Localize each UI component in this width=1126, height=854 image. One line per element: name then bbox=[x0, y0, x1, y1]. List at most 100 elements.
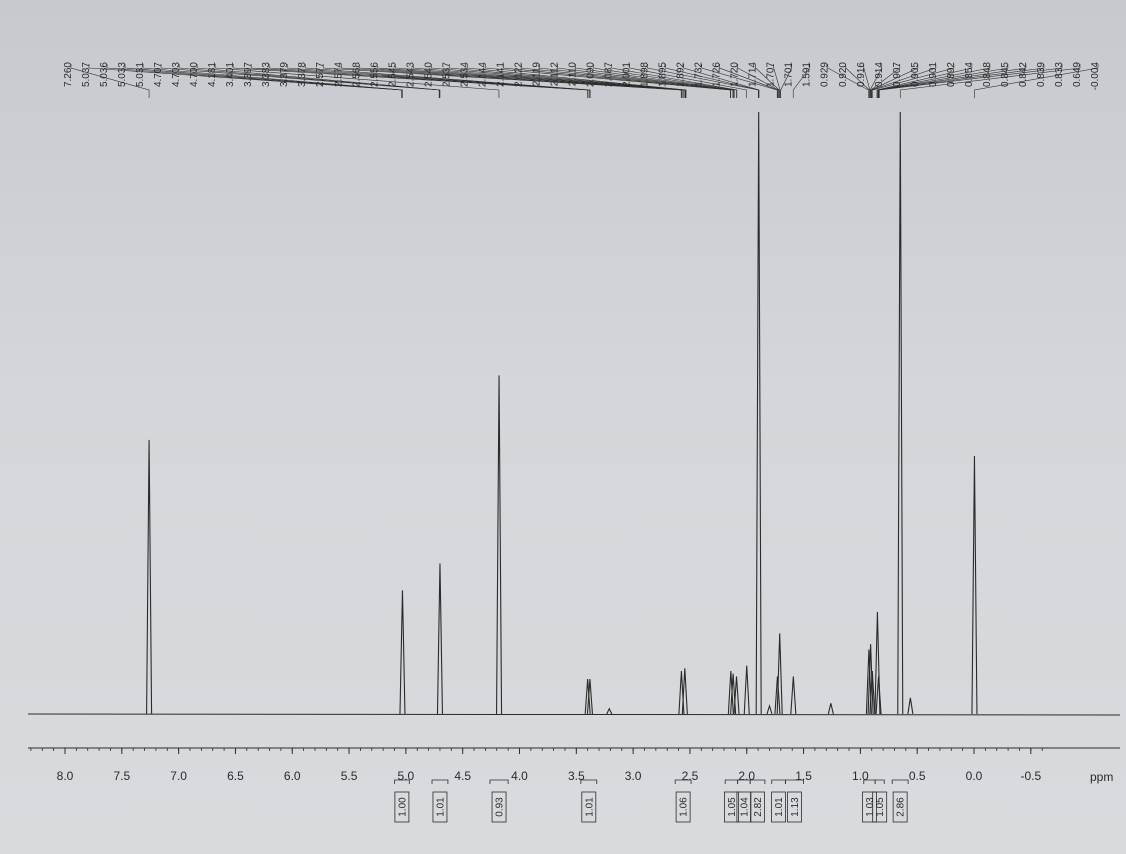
x-tick-label: 3.5 bbox=[568, 769, 585, 783]
peak-label: 2.577 bbox=[315, 62, 326, 87]
peak-connector bbox=[539, 64, 734, 98]
peak-connector bbox=[773, 64, 781, 98]
peak-label: 4.707 bbox=[153, 62, 164, 87]
integral-value: 1.05 bbox=[727, 797, 738, 817]
peak-connector bbox=[376, 64, 684, 98]
peak-connector bbox=[106, 64, 403, 98]
peak-label-group: 7.260 5.037 5.036 5.033 5.031 4.707 4.703 4.700… bbox=[63, 62, 1101, 91]
peak-connector bbox=[878, 64, 1027, 98]
spectrum-peak bbox=[586, 679, 593, 715]
peak-connector bbox=[214, 64, 500, 98]
peak-label: 2.090 bbox=[586, 62, 597, 87]
spectrum-peak bbox=[146, 439, 153, 715]
integral-bracket bbox=[874, 779, 885, 784]
x-tick-label: 6.0 bbox=[284, 769, 301, 783]
peak-connector-group bbox=[70, 64, 1099, 98]
peak-connector bbox=[629, 64, 747, 98]
peak-label: 0.914 bbox=[874, 62, 885, 87]
peak-connector bbox=[647, 64, 759, 98]
x-tick-label: 5.0 bbox=[398, 769, 415, 783]
spectrum-peak bbox=[584, 679, 591, 715]
integral-box bbox=[432, 791, 448, 823]
peak-connector bbox=[232, 64, 588, 98]
peak-label: 0.920 bbox=[838, 62, 849, 87]
peak-label: 0.905 bbox=[910, 62, 921, 87]
x-tick-label: 4.5 bbox=[454, 769, 471, 783]
peak-label: 5.036 bbox=[99, 62, 110, 87]
peak-label: 2.144 bbox=[477, 62, 488, 87]
peak-connector bbox=[178, 64, 440, 98]
peak-label: 0.833 bbox=[1054, 62, 1065, 87]
integral-bracket bbox=[431, 779, 449, 784]
integral-bracket bbox=[749, 779, 766, 784]
integral-bracket bbox=[580, 779, 598, 784]
peak-label: 2.110 bbox=[567, 62, 578, 87]
spectrum-peak bbox=[827, 703, 834, 715]
peak-label: 1.726 bbox=[712, 62, 723, 87]
peak-connector bbox=[869, 64, 883, 98]
peak-label: 0.845 bbox=[1000, 62, 1011, 87]
peak-connector bbox=[737, 64, 779, 98]
peak-label: 3.401 bbox=[225, 62, 236, 87]
peak-connector bbox=[845, 64, 870, 98]
peak-connector bbox=[876, 64, 973, 98]
peak-label: 0.892 bbox=[946, 62, 957, 87]
integral-bracket bbox=[891, 779, 909, 784]
peak-label: 3.378 bbox=[297, 62, 308, 87]
spectrum-peak bbox=[867, 644, 874, 715]
integral-bracket bbox=[784, 779, 804, 784]
peak-label: 0.649 bbox=[1072, 62, 1083, 87]
peak-label: 1.892 bbox=[676, 62, 687, 87]
peak-label: 2.545 bbox=[387, 62, 398, 87]
peak-label: 0.839 bbox=[1036, 62, 1047, 87]
spectrum-peak bbox=[436, 563, 444, 715]
x-tick-label: 5.5 bbox=[341, 769, 358, 783]
peak-label: 3.397 bbox=[243, 62, 254, 87]
peak-label: 2.112 bbox=[549, 62, 560, 87]
peak-connector bbox=[755, 64, 780, 98]
integral-box bbox=[491, 791, 507, 823]
integral-box bbox=[724, 791, 739, 823]
peak-connector bbox=[485, 64, 731, 98]
peak-label: 7.260 bbox=[63, 62, 74, 87]
integral-value: 1.00 bbox=[397, 797, 408, 817]
peak-label: 0.848 bbox=[982, 62, 993, 87]
spectrum-peak bbox=[743, 665, 750, 715]
peak-connector bbox=[899, 64, 1081, 98]
peak-label: 2.537 bbox=[441, 62, 452, 87]
x-tick-label: 1.5 bbox=[795, 769, 812, 783]
integral-box bbox=[394, 791, 410, 823]
peak-connector bbox=[322, 64, 682, 98]
peak-connector bbox=[521, 64, 734, 98]
peak-connector bbox=[878, 64, 1045, 98]
integral-bracket bbox=[489, 779, 509, 784]
spectrum-peak bbox=[495, 375, 503, 715]
peak-connector bbox=[877, 64, 991, 98]
peak-connector bbox=[683, 64, 760, 98]
spectrum-peak bbox=[897, 111, 904, 715]
peak-connector bbox=[877, 64, 1009, 98]
peak-label: 3.379 bbox=[279, 62, 290, 87]
peak-connector bbox=[449, 64, 687, 98]
peak-connector bbox=[304, 64, 591, 98]
peak-connector bbox=[250, 64, 589, 98]
peak-connector bbox=[160, 64, 440, 98]
spectrum-trace-group bbox=[27, 111, 1121, 716]
integral-bracket bbox=[674, 779, 692, 784]
peak-connector bbox=[872, 64, 955, 98]
spectrum-peak bbox=[907, 697, 914, 715]
x-tick-label: 6.5 bbox=[227, 769, 244, 783]
spectrum-peak bbox=[766, 704, 773, 715]
x-axis: 8.0 7.5 7.0 6.5 6.0 5.5 5.0 4.5 4.0 3.5 3.0 2.5 2.0 1… bbox=[28, 747, 1120, 783]
integral-bracket bbox=[771, 779, 786, 784]
peak-label: 5.033 bbox=[117, 62, 128, 87]
peak-label: 2.001 bbox=[622, 62, 633, 87]
spectrum-peak bbox=[727, 670, 734, 715]
integral-box bbox=[771, 791, 786, 823]
peak-label: 1.714 bbox=[748, 62, 759, 87]
peak-connector bbox=[142, 64, 403, 98]
spectrum-peak bbox=[774, 676, 781, 715]
integral-box bbox=[862, 791, 877, 823]
